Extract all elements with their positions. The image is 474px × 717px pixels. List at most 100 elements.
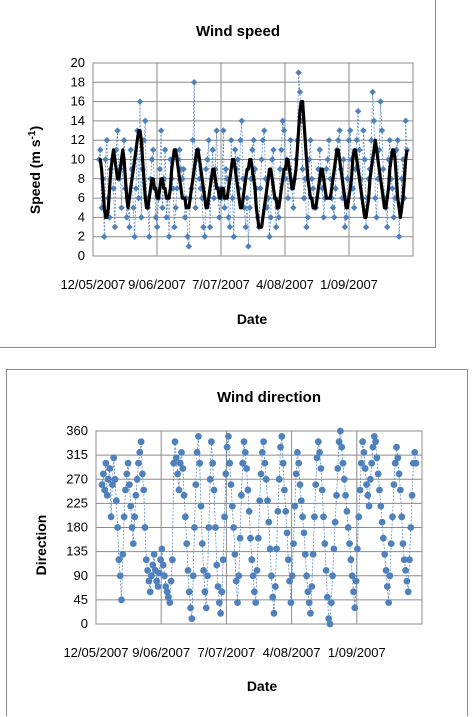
data-point-direction — [386, 572, 394, 580]
data-point-direction — [385, 599, 392, 606]
data-point-direction — [361, 465, 369, 472]
data-point-speed — [238, 117, 246, 125]
data-point-direction — [192, 481, 200, 488]
data-point-direction — [283, 529, 291, 537]
data-point-direction — [225, 433, 232, 440]
data-point-direction — [102, 459, 110, 467]
data-point-direction — [390, 481, 398, 488]
data-point-direction — [182, 513, 189, 521]
data-point-direction — [270, 609, 278, 617]
data-point-speed — [245, 243, 252, 250]
data-point-direction — [279, 459, 287, 467]
data-point-speed — [120, 136, 128, 144]
data-point-speed — [237, 136, 244, 144]
data-point-direction — [174, 470, 182, 478]
data-point-speed — [156, 165, 164, 173]
data-point-direction — [311, 513, 318, 521]
data-point-speed — [279, 117, 286, 125]
data-point-direction — [254, 534, 262, 542]
data-point-direction — [248, 556, 256, 564]
data-point-direction — [269, 593, 277, 601]
data-point-direction — [144, 567, 152, 574]
data-point-direction — [154, 583, 162, 590]
data-point-direction — [387, 540, 395, 547]
wind-direction-chart-panel: Wind direction 0 45 90 135 180 225 270 315 360 1… — [6, 369, 468, 716]
data-point-direction — [339, 459, 347, 467]
data-point-speed — [307, 136, 314, 144]
y-tick-label: 0 — [81, 616, 88, 631]
data-point-speed — [316, 146, 323, 154]
data-point-direction — [313, 454, 321, 462]
data-point-direction — [261, 459, 269, 467]
data-point-speed — [354, 108, 362, 115]
data-point-direction — [300, 529, 308, 537]
data-point-speed — [201, 233, 209, 240]
data-point-speed — [320, 214, 327, 221]
data-point-speed — [142, 117, 149, 125]
x-tick-label: 9/06/2007 — [128, 277, 186, 292]
data-point-direction — [365, 502, 373, 510]
data-point-direction — [318, 486, 326, 494]
data-point-direction — [148, 572, 155, 580]
data-point-speed — [216, 214, 223, 221]
y-tick-label: 10 — [71, 152, 85, 167]
data-point-direction — [363, 481, 370, 488]
data-point-direction — [397, 486, 404, 494]
y-tick-label: 16 — [71, 94, 85, 109]
data-point-direction — [281, 486, 288, 494]
data-point-direction — [372, 438, 379, 446]
data-point-direction — [214, 583, 222, 590]
data-point-direction — [195, 433, 202, 440]
data-point-direction — [253, 567, 261, 574]
y-tick-label: 20 — [71, 55, 85, 70]
data-point-speed — [230, 233, 238, 240]
data-point-direction — [183, 540, 191, 547]
data-point-speed — [225, 214, 232, 221]
data-point-direction — [380, 534, 387, 542]
y-tick-label: 225 — [66, 495, 88, 510]
data-point-speed — [331, 214, 338, 221]
data-point-direction — [369, 443, 377, 451]
data-point-direction — [340, 475, 348, 483]
data-point-direction — [155, 569, 163, 577]
data-point-direction — [153, 577, 161, 585]
data-point-speed — [275, 214, 283, 221]
data-point-speed — [205, 136, 212, 144]
data-point-speed — [157, 127, 165, 134]
data-point-direction — [264, 497, 271, 505]
data-point-direction — [139, 470, 146, 478]
data-point-direction — [404, 588, 412, 596]
data-point-direction — [329, 572, 336, 580]
data-point-speed — [250, 136, 257, 144]
data-point-direction — [249, 572, 257, 580]
y-axis-label-close: ) — [27, 126, 43, 131]
y-tick-label: 8 — [78, 171, 85, 186]
data-point-direction — [335, 438, 343, 446]
data-point-direction — [412, 459, 420, 467]
data-point-direction — [251, 588, 258, 596]
data-point-direction — [288, 572, 296, 580]
data-point-speed — [190, 79, 198, 86]
data-point-direction — [118, 596, 125, 604]
data-point-direction — [367, 475, 374, 483]
data-point-direction — [162, 583, 170, 590]
x-tick-label: 4/08/2007 — [263, 645, 321, 660]
data-point-speed — [118, 204, 125, 211]
data-point-direction — [146, 588, 154, 596]
data-point-speed — [97, 146, 104, 154]
data-point-speed — [299, 165, 306, 173]
data-point-speed — [210, 194, 218, 202]
data-point-direction — [240, 438, 248, 446]
data-point-direction — [351, 604, 359, 612]
y-tick-label: 18 — [71, 74, 85, 89]
data-point-direction — [256, 497, 264, 505]
data-point-direction — [274, 508, 282, 515]
data-point-speed — [102, 156, 109, 163]
series-line-observed-speed — [98, 72, 408, 247]
data-point-speed — [390, 214, 398, 221]
data-point-direction — [402, 567, 409, 574]
data-point-direction — [159, 561, 167, 569]
data-point-direction — [391, 459, 399, 467]
x-tick-label: 12/05/2007 — [60, 277, 125, 292]
data-point-speed — [226, 223, 234, 231]
